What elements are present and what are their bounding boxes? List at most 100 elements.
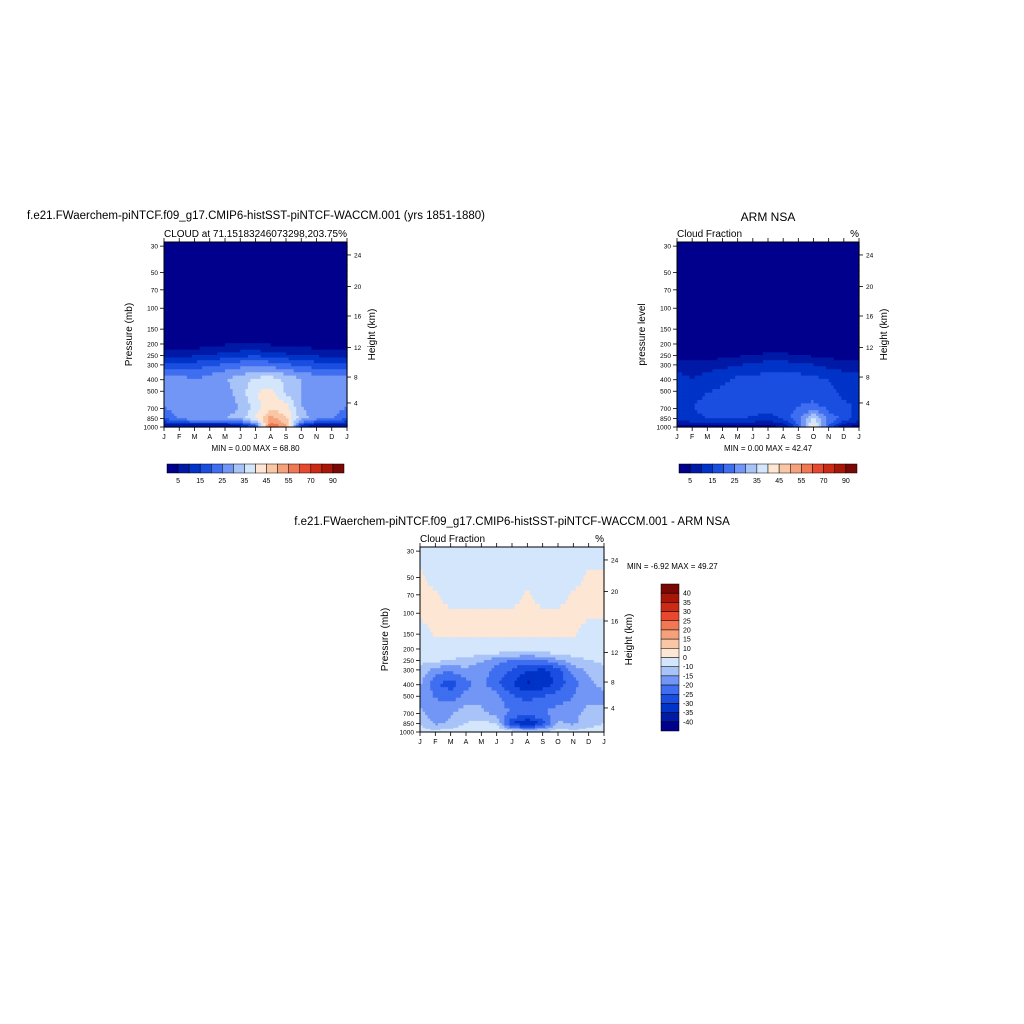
field-cell: [214, 369, 218, 373]
field-cell: [296, 339, 300, 344]
field-cell: [280, 318, 285, 324]
field-cell: [237, 242, 241, 247]
field-cell: [240, 303, 244, 310]
field-cell: [171, 281, 175, 287]
field-cell: [207, 360, 211, 364]
field-cell: [222, 352, 226, 356]
field-cell: [263, 349, 267, 353]
field-cell: [227, 285, 231, 291]
field-cell: [219, 308, 224, 315]
field-cell: [164, 259, 168, 266]
field-cell: [280, 339, 285, 344]
colorbar-box: [299, 463, 312, 474]
field-cell: [179, 318, 183, 324]
field-cell: [339, 366, 343, 370]
field-cell: [202, 363, 206, 367]
field-cell: [174, 369, 178, 373]
field-cell: [222, 308, 226, 315]
field-cell: [311, 285, 315, 291]
field-cell: [189, 294, 193, 300]
field-cell: [268, 290, 272, 296]
field-cell: [247, 354, 252, 359]
field-cell: [303, 281, 307, 287]
field-cell: [298, 285, 302, 291]
field-cell: [270, 250, 274, 256]
field-cell: [252, 336, 257, 341]
field-cell: [280, 308, 285, 315]
x-tick-label: S: [284, 434, 289, 441]
field-cell: [331, 281, 335, 287]
field-cell: [308, 336, 313, 341]
field-cell: [301, 294, 305, 300]
field-cell: [202, 294, 206, 300]
field-cell: [319, 354, 323, 359]
field-cell: [169, 308, 173, 315]
field-cell: [263, 313, 267, 320]
field-cell: [336, 349, 340, 353]
field-cell: [184, 246, 188, 252]
field-cell: [341, 270, 346, 277]
field-cell: [176, 346, 180, 351]
field-cell: [288, 270, 292, 277]
field-cell: [232, 327, 236, 333]
field-cell: [181, 313, 185, 320]
field-cell: [184, 270, 188, 277]
field-cell: [275, 346, 279, 351]
field-cell: [311, 332, 315, 338]
field-cell: [209, 332, 213, 338]
field-cell: [199, 339, 203, 344]
field-cell: [329, 323, 333, 329]
field-cell: [291, 299, 295, 305]
field-cell: [258, 346, 262, 351]
field-cell: [280, 366, 285, 370]
field-cell: [252, 357, 257, 361]
field-cell: [227, 339, 231, 344]
field-cell: [283, 349, 287, 353]
field-cell: [250, 346, 254, 351]
field-cell: [237, 308, 241, 315]
field-cell: [225, 352, 229, 356]
field-cell: [275, 332, 279, 338]
field-cell: [308, 281, 313, 287]
field-cell: [306, 349, 310, 353]
field-cell: [255, 349, 259, 353]
field-cell: [214, 360, 218, 364]
field-cell: [258, 270, 262, 277]
field-cell: [240, 357, 244, 361]
field-cell: [179, 346, 183, 351]
field-cell: [308, 332, 313, 338]
field-cell: [191, 360, 196, 364]
field-cell: [207, 352, 211, 356]
field-cell: [245, 352, 249, 356]
field-cell: [324, 352, 328, 356]
field-cell: [197, 290, 201, 296]
field-cell: [344, 264, 348, 271]
field-cell: [252, 354, 257, 359]
field-cell: [339, 346, 343, 351]
field-cell: [202, 299, 206, 305]
field-cell: [191, 357, 196, 361]
field-cell: [202, 259, 206, 266]
field-cell: [326, 349, 330, 353]
field-cell: [212, 318, 216, 324]
field-cell: [202, 357, 206, 361]
field-cell: [174, 270, 178, 277]
field-cell: [174, 254, 178, 260]
field-cell: [303, 264, 307, 271]
field-cell: [316, 259, 320, 266]
field-cell: [184, 357, 188, 361]
field-cell: [293, 336, 297, 341]
field-cell: [199, 349, 203, 353]
field-cell: [316, 285, 320, 291]
field-cell: [245, 363, 249, 367]
field-cell: [199, 250, 203, 256]
field-cell: [301, 308, 305, 315]
field-cell: [291, 290, 295, 296]
field-cell: [247, 303, 252, 310]
field-cell: [306, 318, 310, 324]
field-cell: [308, 254, 313, 260]
field-cell: [247, 254, 252, 260]
field-cell: [230, 281, 234, 287]
field-cell: [212, 339, 216, 344]
field-cell: [212, 299, 216, 305]
